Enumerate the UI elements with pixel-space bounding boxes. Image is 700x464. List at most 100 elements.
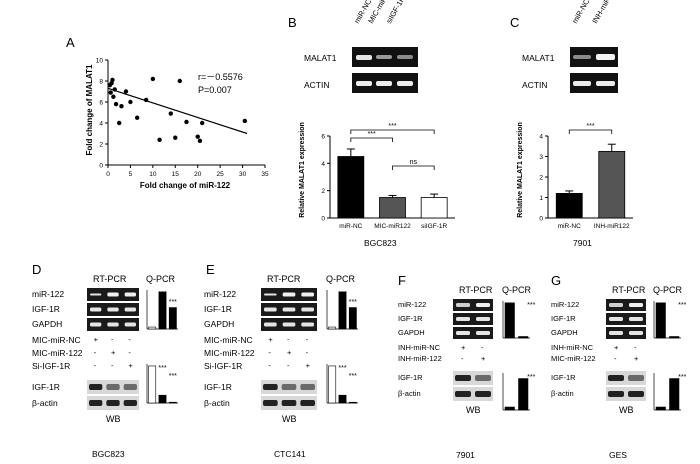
condition-mark: - (287, 361, 290, 370)
gel-strip (606, 299, 646, 311)
gel-band (397, 81, 413, 86)
bar-category-label: MIC-miR122 (374, 223, 411, 230)
condition-mark: - (128, 348, 131, 357)
panel-c-caption: 7901 (573, 238, 592, 248)
condition-mark: - (268, 348, 271, 357)
qpcr-bar (348, 307, 357, 330)
qpcr-bar (518, 378, 529, 411)
scatter-point (110, 77, 115, 83)
panel-f: RT-PCR Q-PCR miR-122 IGF-1R GAPDH INH-miR-NC +… (398, 285, 548, 463)
bar-y-tick-label: 6 (321, 134, 325, 141)
rt-pcr-header: RT-PCR (612, 285, 646, 295)
rt-pcr-header: RT-PCR (267, 274, 301, 284)
gel-band (629, 303, 643, 307)
western-blot-strip (453, 387, 493, 401)
bar-y-tick-label: 1 (539, 195, 543, 202)
condition-label: INH-miR-122 (398, 354, 442, 363)
gel-lane-label: miR-NC (570, 0, 592, 25)
gel-band (476, 317, 490, 321)
gel-band (596, 81, 615, 86)
gel-band (356, 55, 372, 60)
gel-row-label: IGF-1R (204, 304, 232, 314)
rt-pcr-header: RT-PCR (93, 274, 127, 284)
qpcr-bar (338, 394, 347, 404)
q-pcr-header: Q-PCR (146, 274, 175, 284)
qpcr-bar (148, 326, 157, 330)
gel-lane-label: siIGF-1R (384, 0, 407, 25)
condition-mark: + (128, 361, 133, 370)
significance-label: *** (388, 123, 396, 130)
scatter-x-tick-label: 30 (239, 171, 247, 178)
bar-y-tick-label: 4 (321, 161, 325, 168)
gel-band (376, 81, 392, 86)
gel-band (476, 303, 490, 307)
gel-band (397, 55, 413, 59)
wb-row-label: β-actin (551, 389, 574, 398)
gel-row-label: IGF-1R (551, 314, 576, 323)
significance-bracket (350, 129, 435, 134)
scatter-point (150, 76, 156, 82)
scatter-p-annotation: P=0.007 (198, 85, 232, 95)
gel-band (629, 317, 643, 321)
significance-label: ns (410, 159, 418, 166)
scatter-point (197, 138, 203, 144)
wb-row-label: β-actin (32, 398, 58, 408)
gel-band (124, 292, 136, 297)
gel-band (573, 81, 591, 86)
bar-INH-miR122 (598, 150, 626, 219)
panel-letter-e: E (206, 262, 215, 277)
gel-band (282, 292, 296, 297)
gel-band (264, 293, 277, 296)
gel-band (107, 307, 119, 312)
panel-c-bar-chart: Relative MALAT1 expression 0 1 2 3 4 miR-NC IN… (517, 122, 633, 230)
wb-row-label: β-actin (204, 398, 230, 408)
condition-mark: - (93, 348, 97, 357)
gel-band (301, 292, 314, 297)
scatter-x-tick-label: 20 (194, 171, 202, 178)
scatter-point (119, 104, 124, 109)
gel-strip (261, 318, 317, 331)
qpcr-bar (518, 336, 529, 339)
panel-b-bar-chart: Relative MALAT1 expression 0 2 4 6 miR-NC MIC… (299, 122, 455, 230)
gel-band (107, 292, 119, 297)
gel-band (301, 322, 314, 327)
gel-image (352, 47, 418, 93)
blot-band (608, 375, 624, 381)
condition-mark: + (268, 335, 273, 344)
panel-b-caption: BGC823 (364, 238, 397, 248)
condition-mark: - (614, 354, 617, 363)
scatter-point (173, 135, 178, 140)
gel-band (124, 322, 136, 327)
significance-label: *** (527, 374, 535, 381)
bar-category-label: siIGF-1R (421, 223, 447, 230)
gel-strip (87, 303, 139, 316)
blot-band (106, 400, 120, 406)
panel-caption: BGC823 (92, 449, 125, 459)
gel-band (456, 303, 470, 307)
scatter-x-tick-label: 15 (172, 171, 180, 178)
gel-band (264, 307, 277, 312)
wb-label: WB (466, 405, 481, 415)
significance-label: *** (349, 373, 357, 380)
qpcr-bar (328, 326, 337, 330)
qpcr-bar (328, 365, 337, 404)
blot-band (475, 375, 491, 381)
gel-band (609, 303, 623, 307)
panel-letter-a: A (66, 35, 75, 50)
wb-row-label: IGF-1R (398, 373, 423, 382)
gel-row-label: MALAT1 (304, 53, 337, 63)
blot-band (89, 400, 103, 406)
gel-row-label: GAPDH (551, 328, 578, 337)
blot-band (281, 384, 297, 390)
blot-band (281, 400, 297, 406)
condition-mark: + (614, 343, 619, 352)
scatter-point (128, 99, 133, 105)
blot-band (475, 391, 491, 397)
gel-strip (87, 288, 139, 301)
qpcr-bar (504, 302, 515, 339)
significance-label: *** (586, 123, 594, 130)
bar-category-label: miR-NC (558, 223, 581, 230)
western-blot-strip (261, 380, 317, 394)
condition-mark: - (481, 343, 484, 352)
blot-band (89, 384, 103, 390)
